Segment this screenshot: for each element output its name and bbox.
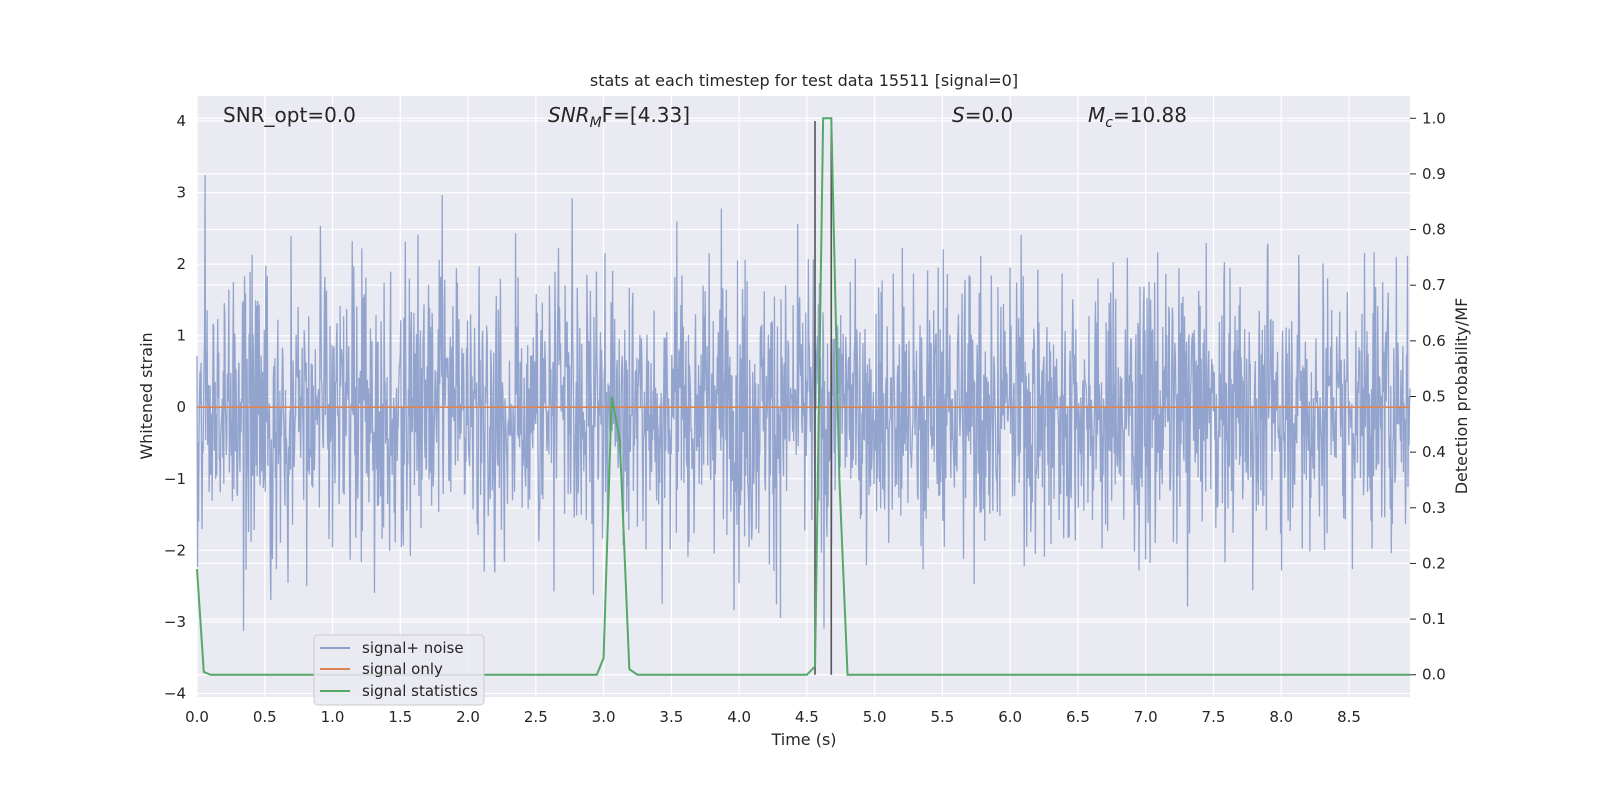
left-y-tick-label: −3 bbox=[164, 613, 186, 631]
legend-label-signal-statistics: signal statistics bbox=[362, 682, 478, 700]
x-tick-label: 5.5 bbox=[930, 708, 954, 726]
x-tick-label: 2.0 bbox=[456, 708, 480, 726]
x-axis-ticks: 0.0 0.5 1.0 1.5 2.0 2.5 3.0 3.5 4.0 4.5 5.0 5.5 6.0 6… bbox=[185, 708, 1361, 726]
x-tick-label: 8.5 bbox=[1337, 708, 1361, 726]
annotation-snr-opt: SNR_opt=0.0 bbox=[223, 103, 356, 127]
x-tick-label: 2.5 bbox=[524, 708, 548, 726]
right-y-tick-label: 0.1 bbox=[1422, 610, 1446, 628]
x-tick-label: 0.5 bbox=[253, 708, 277, 726]
left-y-tick-label: −2 bbox=[164, 541, 186, 559]
x-axis-label: Time (s) bbox=[770, 730, 836, 749]
x-tick-label: 1.5 bbox=[388, 708, 412, 726]
x-tick-label: 3.0 bbox=[592, 708, 616, 726]
left-y-axis-ticks: 4 3 2 1 0 −1 −2 −3 −4 bbox=[164, 112, 186, 702]
annotation-s: S=0.0 bbox=[952, 103, 1013, 127]
right-y-tick-label: 0.3 bbox=[1422, 499, 1446, 517]
right-y-tick-label: 0.4 bbox=[1422, 443, 1446, 461]
annotation-snr-mf-value: F=[4.33] bbox=[602, 103, 690, 127]
left-y-tick-label: −1 bbox=[164, 470, 186, 488]
annotation-snr-mf: SNRMF=[4.33] bbox=[548, 103, 690, 131]
x-tick-label: 6.5 bbox=[1066, 708, 1090, 726]
left-y-tick-label: −4 bbox=[164, 684, 186, 702]
right-y-tick-label: 0.9 bbox=[1422, 165, 1446, 183]
signal-noise-line bbox=[196, 175, 1411, 632]
right-y-tick-label: 0.2 bbox=[1422, 554, 1446, 572]
x-tick-label: 3.5 bbox=[659, 708, 683, 726]
x-tick-label: 6.0 bbox=[998, 708, 1022, 726]
left-y-tick-label: 1 bbox=[176, 327, 186, 345]
right-y-tick-label: 0.0 bbox=[1422, 666, 1446, 684]
annotation-mc-value: =10.88 bbox=[1113, 103, 1187, 127]
left-y-tick-label: 4 bbox=[176, 112, 186, 130]
legend-box bbox=[313, 634, 485, 706]
x-tick-label: 4.5 bbox=[795, 708, 819, 726]
right-y-tick-label: 1.0 bbox=[1422, 109, 1446, 127]
vertical-markers bbox=[814, 121, 833, 675]
right-y-tick-label: 0.5 bbox=[1422, 388, 1446, 406]
left-y-tick-label: 0 bbox=[176, 398, 186, 416]
annotation-mc-subscript: c bbox=[1105, 115, 1113, 131]
legend-label-signal-noise: signal+ noise bbox=[362, 639, 464, 657]
left-y-tick-label: 2 bbox=[176, 255, 186, 273]
legend-label-signal-only: signal only bbox=[362, 660, 443, 678]
x-tick-label: 7.0 bbox=[1134, 708, 1158, 726]
x-tick-label: 1.0 bbox=[321, 708, 345, 726]
chart-title: stats at each timestep for test data 155… bbox=[590, 71, 1018, 90]
annotation-snr-mf-subscript: M bbox=[590, 115, 602, 131]
right-y-axis-ticks: 1.0 0.9 0.8 0.7 0.6 0.5 0.4 0.3 0.2 0.1 0.0 bbox=[1410, 109, 1446, 684]
left-y-tick-label: 3 bbox=[176, 184, 186, 202]
legend: signal+ noise signal only signal statist… bbox=[313, 634, 485, 706]
annotation-mc-symbol: M bbox=[1088, 103, 1105, 127]
annotation-s-value: =0.0 bbox=[965, 103, 1014, 127]
x-tick-label: 5.0 bbox=[863, 708, 887, 726]
x-tick-label: 8.0 bbox=[1269, 708, 1293, 726]
x-tick-label: 4.0 bbox=[727, 708, 751, 726]
right-y-axis-label: Detection probability/MF bbox=[1452, 298, 1471, 495]
annotation-s-symbol: S bbox=[952, 103, 965, 127]
x-tick-label: 0.0 bbox=[185, 708, 209, 726]
x-tick-label: 7.5 bbox=[1202, 708, 1226, 726]
right-y-tick-label: 0.7 bbox=[1422, 276, 1446, 294]
right-y-tick-label: 0.6 bbox=[1422, 332, 1446, 350]
annotation-snr-mf-symbol: SNR bbox=[548, 103, 590, 127]
series-signal-noise bbox=[196, 175, 1411, 632]
left-y-axis-label: Whitened strain bbox=[137, 332, 156, 459]
right-y-tick-label: 0.8 bbox=[1422, 221, 1446, 239]
annotation-mc: Mc=10.88 bbox=[1088, 103, 1187, 131]
